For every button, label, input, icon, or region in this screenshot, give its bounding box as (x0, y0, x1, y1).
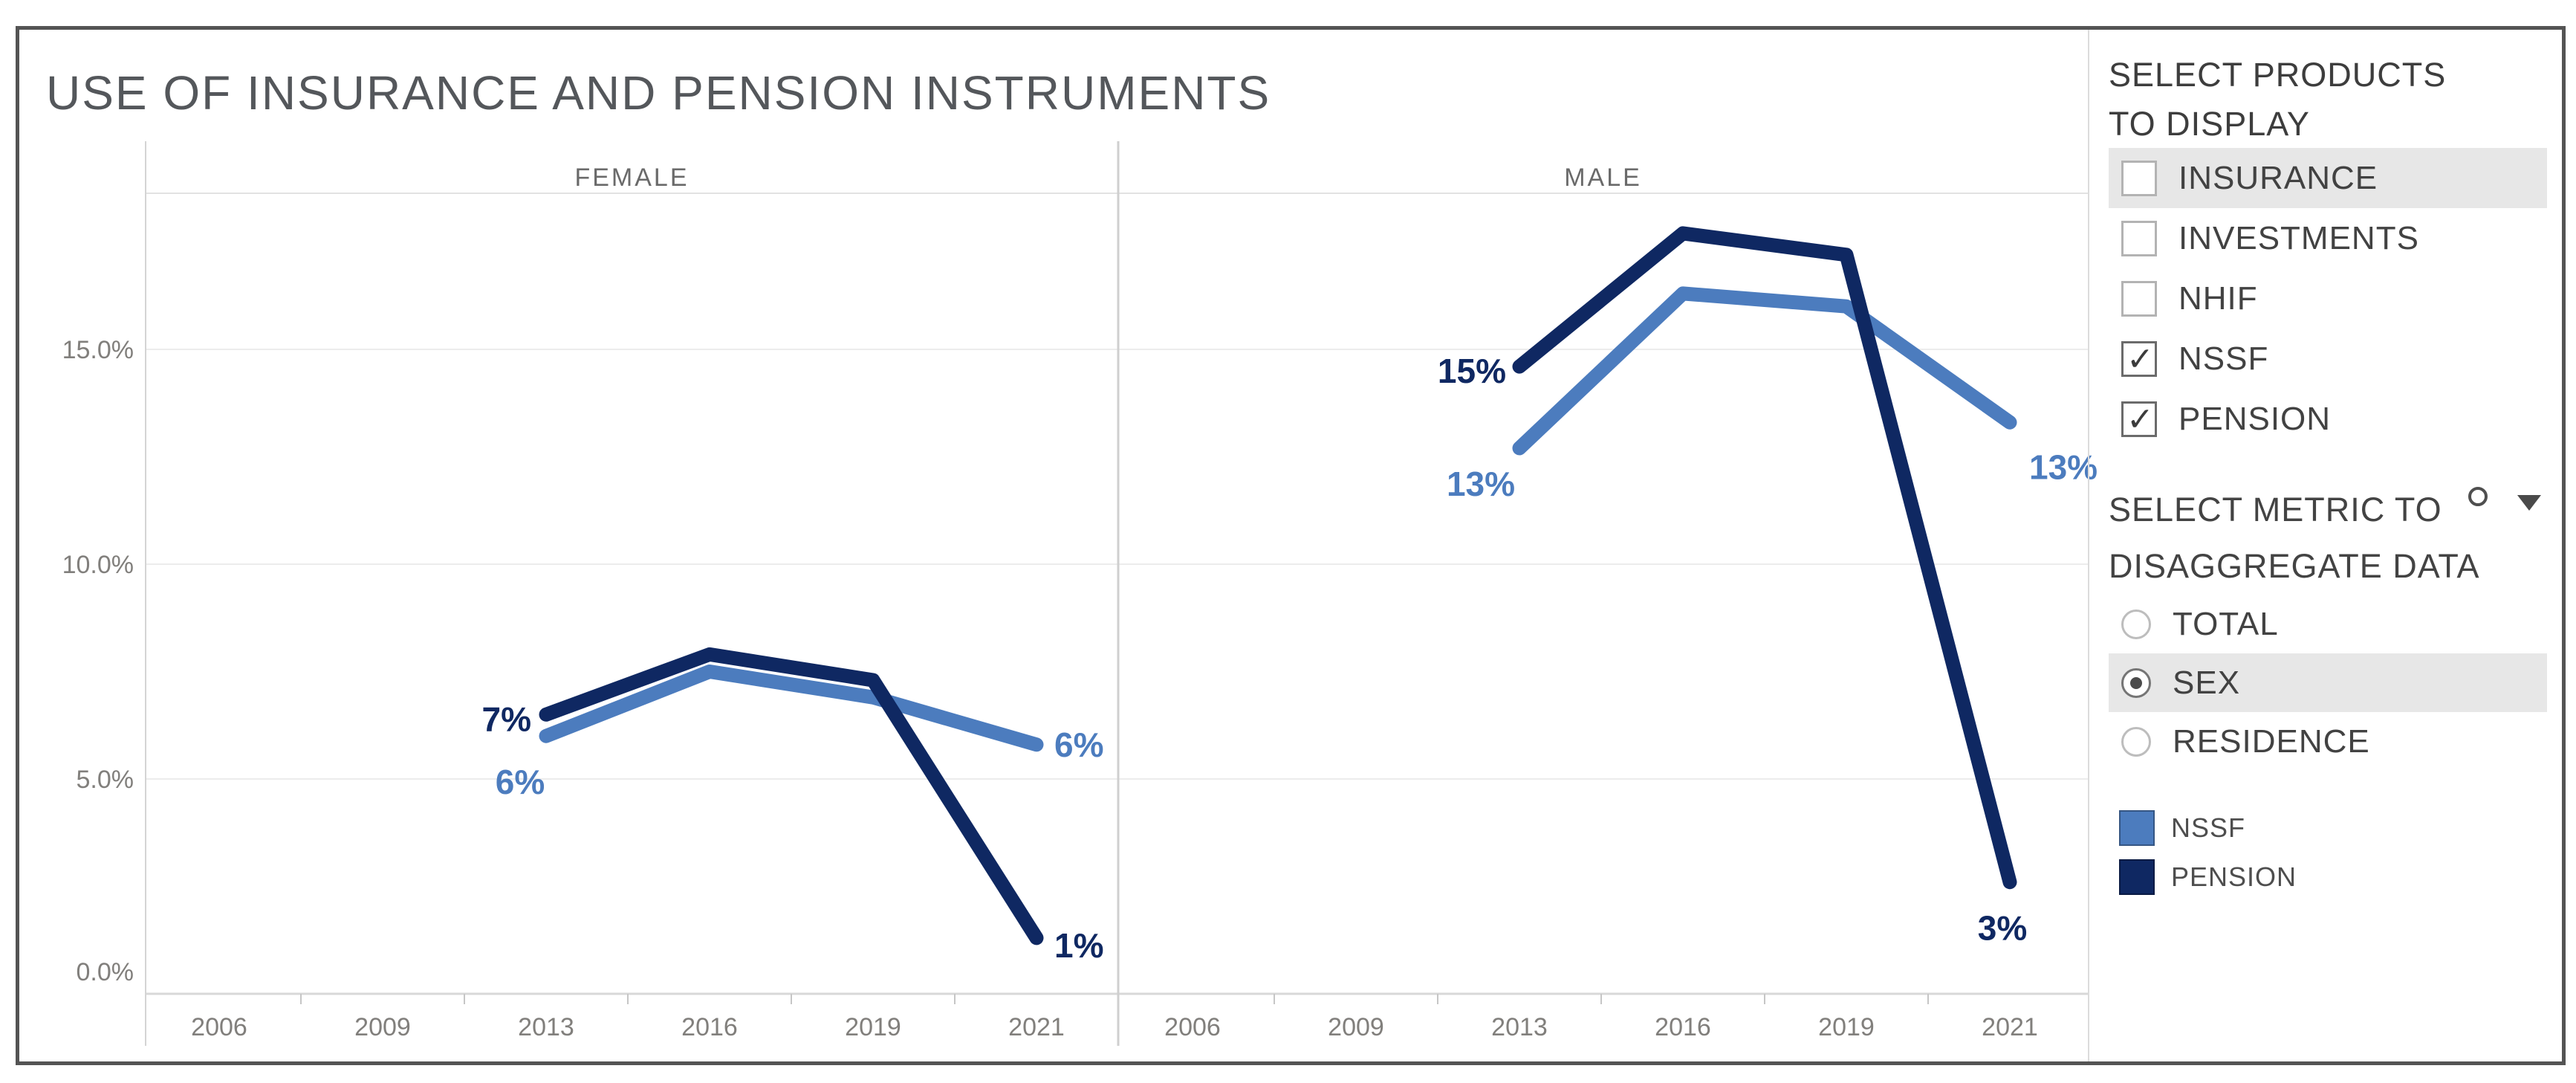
legend-swatch-pension (2119, 859, 2155, 895)
checkbox-label: PENSION (2178, 400, 2332, 437)
checkbox-insurance[interactable] (2121, 160, 2157, 196)
x-axis-tick-label: 2013 (518, 1013, 574, 1041)
checkbox-label: NSSF (2178, 340, 2269, 377)
legend-item-pension[interactable]: PENSION (2119, 858, 2297, 896)
radio-label: RESIDENCE (2173, 722, 2370, 760)
x-axis-tick-label: 2009 (1328, 1013, 1384, 1041)
data-point-label: 7% (482, 699, 531, 738)
y-axis-tick-label: 15.0% (62, 336, 134, 364)
metric-filter-list: TOTAL SEX RESIDENCE (2109, 595, 2547, 771)
dropdown-caret-icon[interactable] (2517, 495, 2541, 511)
checkbox-row-pension[interactable]: PENSION (2109, 389, 2547, 449)
line-nssf-male[interactable] (1512, 286, 2017, 456)
data-point-label: 3% (1978, 909, 2027, 948)
data-point-label: 13% (1447, 465, 1515, 503)
x-axis-tick-label: 2013 (1491, 1013, 1548, 1041)
checkbox-pension[interactable] (2121, 401, 2157, 439)
checkbox-row-nssf[interactable]: NSSF (2109, 329, 2547, 389)
data-point-label: 13% (2029, 447, 2098, 486)
page-title: USE OF INSURANCE AND PENSION INSTRUMENTS (46, 66, 1271, 120)
checkbox-label: INSURANCE (2178, 159, 2378, 196)
data-point-label: 1% (1054, 926, 1103, 965)
data-point-label: 6% (496, 763, 545, 801)
x-axis-tick-label: 2006 (1164, 1013, 1221, 1041)
checkbox-label: INVESTMENTS (2178, 219, 2419, 256)
products-filter-list: INSURANCE INVESTMENTS NHIF NSSF PENSION (2109, 148, 2547, 449)
metric-filter-title-line1: SELECT METRIC TO (2109, 491, 2442, 528)
radio-row-residence[interactable]: RESIDENCE (2109, 712, 2547, 771)
products-filter-title-line1: SELECT PRODUCTS (2109, 56, 2447, 94)
line-pension-female[interactable] (539, 647, 1044, 945)
legend-label: PENSION (2171, 861, 2297, 892)
radio-total[interactable] (2121, 609, 2151, 639)
radio-row-total[interactable]: TOTAL (2109, 595, 2547, 653)
x-axis-tick-label: 2021 (1982, 1013, 2038, 1041)
y-axis-tick-label: 10.0% (62, 551, 134, 579)
line-nssf-female[interactable] (539, 665, 1044, 752)
checkbox-nhif[interactable] (2121, 280, 2157, 317)
legend-label: NSSF (2171, 812, 2246, 843)
products-filter-title-line2: TO DISPLAY (2109, 105, 2310, 143)
x-axis-tick-label: 2009 (354, 1013, 411, 1041)
color-legend: NSSF PENSION (2119, 809, 2297, 907)
x-axis-tick-label: 2019 (1818, 1013, 1875, 1041)
checkbox-nssf[interactable] (2121, 340, 2157, 378)
products-filter-title: SELECT PRODUCTS TO DISPLAY (2109, 51, 2446, 149)
line-pension-male[interactable] (1512, 226, 2017, 890)
y-axis-tick-label: 5.0% (77, 766, 134, 794)
radio-residence[interactable] (2121, 726, 2151, 757)
facet-label-female: FEMALE (574, 164, 689, 192)
checkbox-row-insurance[interactable]: INSURANCE (2109, 148, 2547, 208)
x-axis-tick-label: 2016 (1655, 1013, 1711, 1041)
sidebar-divider (2088, 30, 2089, 1064)
data-point-label: 6% (1054, 725, 1103, 764)
data-point-label: 15% (1438, 352, 1506, 390)
checkbox-investments[interactable] (2121, 220, 2157, 256)
x-axis-tick-label: 2006 (191, 1013, 247, 1041)
checkbox-row-nhif[interactable]: NHIF (2109, 268, 2547, 329)
x-axis-tick-label: 2019 (845, 1013, 901, 1041)
facet-label-male: MALE (1564, 164, 1642, 192)
metric-filter-title-line2: DISAGGREGATE DATA (2109, 547, 2480, 585)
legend-swatch-nssf (2119, 810, 2155, 846)
y-axis-tick-label: 0.0% (77, 958, 134, 986)
x-axis-tick-label: 2016 (681, 1013, 738, 1041)
metric-filter-title: SELECT METRIC TO DISAGGREGATE DATA (2109, 482, 2480, 595)
radio-label: SEX (2173, 664, 2241, 701)
radio-row-sex[interactable]: SEX (2109, 653, 2547, 712)
radio-sex[interactable] (2121, 667, 2151, 698)
checkbox-label: NHIF (2178, 279, 2258, 317)
checkbox-row-investments[interactable]: INVESTMENTS (2109, 208, 2547, 268)
legend-item-nssf[interactable]: NSSF (2119, 809, 2297, 847)
radio-label: TOTAL (2173, 605, 2279, 642)
x-axis-tick-label: 2021 (1008, 1013, 1065, 1041)
filter-handle-icon (2468, 487, 2488, 506)
